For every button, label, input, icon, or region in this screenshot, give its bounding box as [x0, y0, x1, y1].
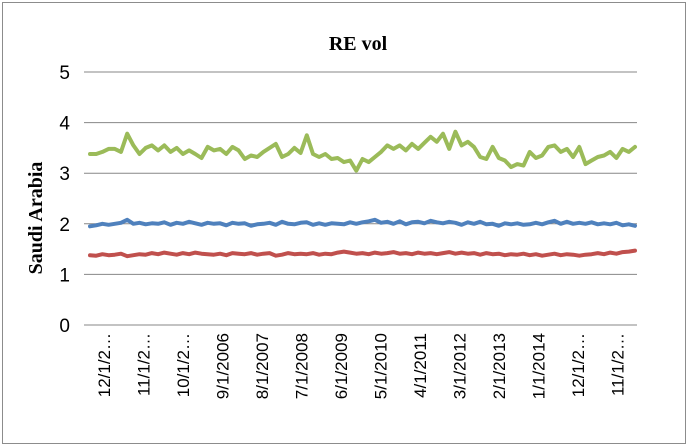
x-tick-label: 9/1/2006 [213, 333, 232, 399]
series-line-3 [88, 248, 637, 259]
x-tick-label: 10/1/2… [174, 333, 193, 397]
x-tick-label: 8/1/2007 [253, 333, 272, 399]
x-tick-label: 5/1/2010 [371, 333, 390, 399]
series-lines [88, 129, 637, 259]
y-axis-label: Saudi Arabia [25, 162, 47, 275]
x-axis-ticks: 12/1/2… 11/1/2… 10/1/2… 9/1/2006 8/1/2007 7/1… [95, 333, 628, 399]
y-tick-label: 2 [59, 215, 70, 236]
y-tick-label: 5 [59, 63, 70, 84]
y-tick-label: 0 [59, 316, 70, 337]
x-tick-label: 3/1/2012 [450, 333, 469, 399]
gridlines [84, 71, 637, 326]
x-tick-label: 12/1/2… [95, 333, 114, 397]
y-axis-ticks: 0 1 2 3 4 5 [59, 63, 70, 337]
x-tick-label: 12/1/2… [569, 333, 588, 397]
x-tick-label: 11/1/2… [134, 333, 153, 396]
x-tick-label: 7/1/2008 [292, 333, 311, 399]
y-tick-label: 3 [59, 164, 70, 185]
x-tick-label: 1/1/2014 [529, 333, 548, 399]
y-tick-label: 1 [59, 265, 70, 286]
x-tick-label: 6/1/2009 [332, 333, 351, 399]
chart-title: RE vol [329, 33, 388, 55]
x-tick-label: 4/1/2011 [411, 333, 430, 398]
series-line-2 [88, 217, 637, 229]
x-tick-label: 11/1/2… [608, 333, 627, 396]
series-line-1 [88, 129, 637, 173]
x-tick-label: 2/1/2013 [490, 333, 509, 399]
y-tick-label: 4 [59, 114, 70, 135]
